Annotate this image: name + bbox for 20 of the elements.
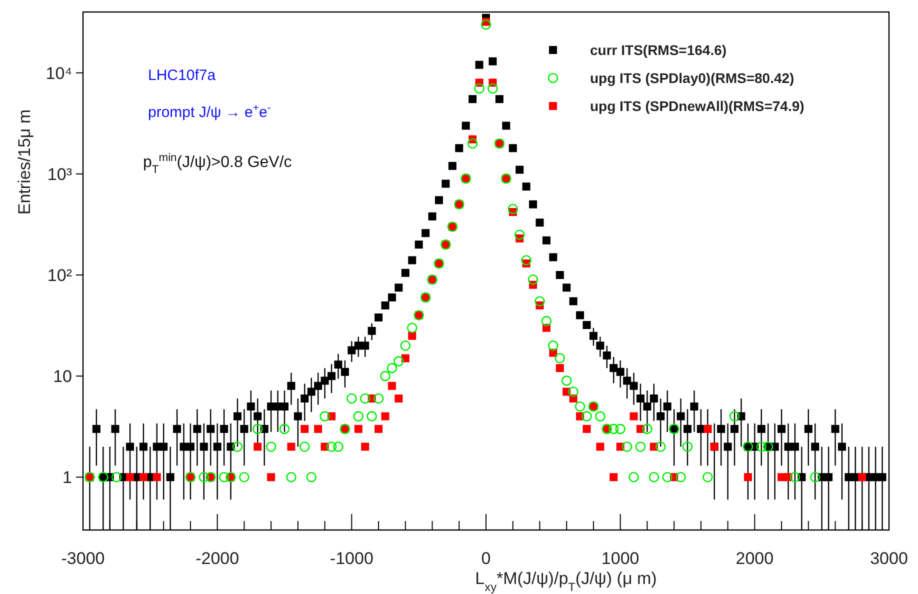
y-tick-label: 10: [53, 366, 72, 386]
legend-label: upg ITS (SPDnewAll)(RMS=74.9): [590, 98, 804, 114]
annotation: p$_{T}$$^{min}$(J/ψ)>0.8 GeV/c: [143, 152, 292, 176]
y-tick-label: 10³: [47, 164, 72, 184]
y-tick-label: 10²: [47, 266, 72, 284]
x-tick-label: 0: [481, 549, 491, 568]
annotation: LHC10f7a: [148, 67, 216, 84]
annotation: prompt J/ψ → e$^{+}$e$^{-}$: [148, 102, 272, 121]
x-tick-label: 3000: [870, 549, 908, 568]
legend-label: curr ITS(RMS=164.6): [590, 42, 727, 58]
x-tick-label: -3000: [61, 549, 105, 568]
y-axis-title: Entries/15μ m: [15, 109, 34, 215]
x-tick-label: 1000: [601, 549, 640, 568]
x-tick-label: -1000: [330, 549, 374, 568]
x-tick-label: -2000: [196, 549, 240, 568]
y-tick-label: 1: [62, 468, 72, 487]
x-tick-label: 2000: [736, 549, 774, 568]
x-axis-title: L$_{xy}$*M(J/ψ)/p$_{T}$(J/ψ) (μ m): [475, 569, 657, 594]
legend-label: upg ITS (SPDlay0)(RMS=80.42): [590, 70, 794, 86]
y-tick-label: 10⁴: [46, 63, 72, 82]
